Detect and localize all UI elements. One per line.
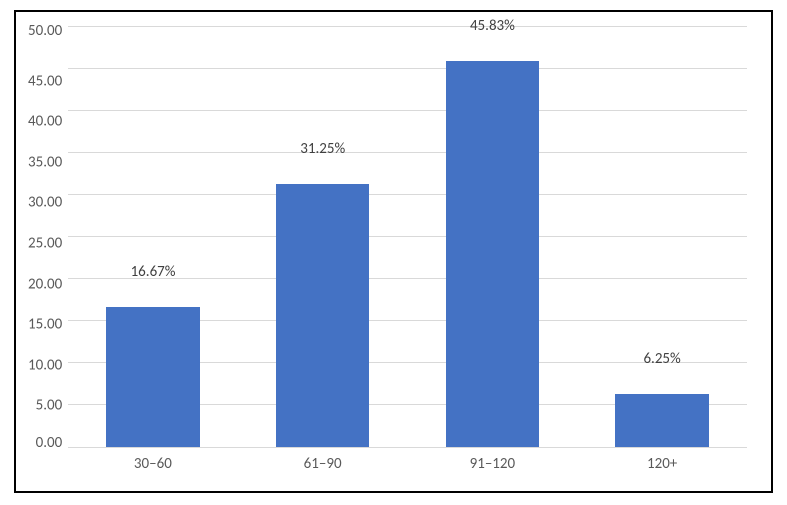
x-axis: 30–6061–9091–120120+ [28, 447, 747, 489]
bar-slot: 45.83% [408, 26, 578, 447]
bar [276, 184, 369, 447]
data-label: 6.25% [577, 352, 747, 373]
y-tick-label: 20.00 [28, 277, 62, 292]
x-category-label: 30–60 [68, 455, 238, 473]
y-tick-label: 5.00 [36, 399, 63, 414]
plot-area: 16.67% 31.25%45.83%6.25% [68, 26, 747, 448]
y-tick-label: 25.00 [28, 236, 62, 251]
bar-slot: 6.25% [577, 26, 747, 447]
chart-container: 50.00 45.00 40.00 35.00 30.00 25.00 20.00 15.00… [0, 0, 787, 505]
y-axis: 50.00 45.00 40.00 35.00 30.00 25.00 20.00 15.00… [28, 26, 68, 447]
bars-group: 16.67% 31.25%45.83%6.25% [68, 26, 747, 447]
y-tick-label: 0.00 [36, 436, 63, 451]
data-label: 45.83% [408, 19, 578, 40]
data-label: 31.25% [238, 142, 408, 163]
y-tick-label: 45.00 [28, 74, 62, 89]
bar [615, 394, 708, 447]
bar [106, 307, 199, 447]
y-tick-label: 40.00 [28, 115, 62, 130]
y-tick-label: 15.00 [28, 318, 62, 333]
chart-body: 50.00 45.00 40.00 35.00 30.00 25.00 20.00 15.00… [28, 26, 747, 447]
y-tick-label: 10.00 [28, 358, 62, 373]
x-category-label: 61–90 [238, 455, 408, 473]
x-categories: 30–6061–9091–120120+ [68, 455, 747, 473]
y-tick-label: 30.00 [28, 196, 62, 211]
y-tick-label: 50.00 [28, 24, 62, 39]
bar-slot: 31.25% [238, 26, 408, 447]
chart-frame: 50.00 45.00 40.00 35.00 30.00 25.00 20.00 15.00… [14, 10, 773, 493]
data-label: 16.67% [68, 265, 238, 286]
bar [446, 61, 539, 447]
x-category-label: 91–120 [408, 455, 578, 473]
y-tick-label: 35.00 [28, 155, 62, 170]
bar-slot: 16.67% [68, 26, 238, 447]
x-category-label: 120+ [577, 455, 747, 473]
